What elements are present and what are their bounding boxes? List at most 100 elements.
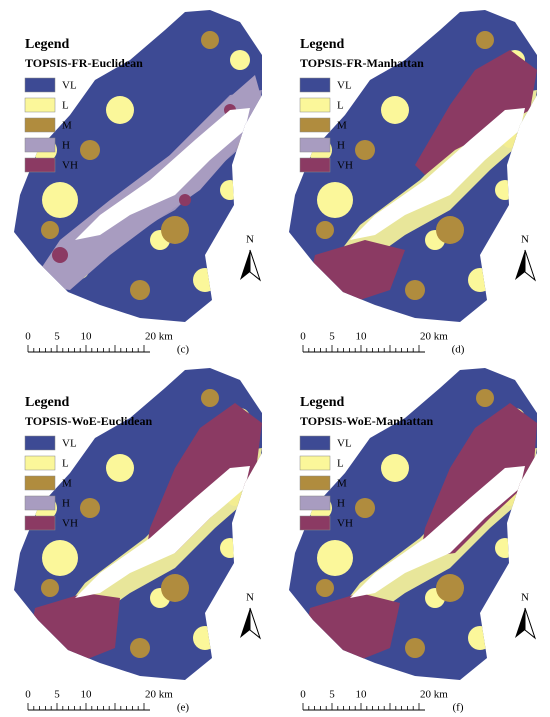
low-patch — [317, 540, 353, 576]
legend-swatch — [24, 137, 56, 153]
moderate-patch — [41, 579, 59, 597]
panel-label: (d) — [452, 344, 465, 356]
legend-label: H — [337, 140, 345, 152]
low-patch — [106, 96, 134, 124]
map-panel: Legend TOPSIS-FR-Euclidean VL LMH VH N 0 5 10 20 … — [14, 10, 262, 356]
legend-label: L — [62, 458, 69, 470]
moderate-patch — [80, 140, 100, 160]
low-patch — [230, 50, 250, 70]
legend-label: VH — [337, 160, 353, 172]
map-layers — [30, 31, 262, 300]
legend-swatch — [24, 475, 56, 491]
north-arrow-right — [524, 249, 537, 282]
scale-label: 10 — [356, 331, 368, 343]
north-arrow-left — [515, 250, 525, 280]
panel-label: (c) — [177, 344, 190, 356]
legend-swatch — [299, 77, 331, 93]
legend-title: TOPSIS-FR-Manhattan — [300, 56, 424, 70]
north-label: N — [521, 592, 529, 604]
scale-label: 0 — [25, 331, 31, 343]
low-patch — [381, 96, 409, 124]
north-label: N — [246, 234, 254, 246]
north-arrow-right — [249, 607, 262, 640]
legend-title: TOPSIS-WoE-Manhattan — [300, 414, 433, 428]
north-arrow-right — [249, 249, 262, 282]
legend-label: M — [337, 478, 347, 490]
moderate-patch — [436, 216, 464, 244]
legend-swatch — [299, 475, 331, 491]
map-panel: Legend TOPSIS-WoE-Euclidean VL LMH VH N 0 5 10 20… — [14, 368, 262, 714]
vh-spot — [179, 194, 191, 206]
low-patch — [495, 538, 515, 558]
legend-swatch — [24, 77, 56, 93]
panel-label: (f) — [453, 702, 464, 714]
map-layers — [305, 31, 537, 305]
scale-label: 10 — [356, 689, 368, 701]
scale-label: 0 — [300, 331, 306, 343]
legend-label: VL — [337, 80, 352, 92]
legend-label: M — [337, 120, 347, 132]
panel-label: (e) — [177, 702, 190, 714]
moderate-patch — [405, 638, 425, 658]
scale-label: 5 — [329, 689, 335, 701]
scale-label: 0 — [300, 689, 306, 701]
low-patch — [381, 454, 409, 482]
scale-label: 0 — [25, 689, 31, 701]
low-patch — [468, 626, 492, 650]
legend-heading: Legend — [25, 395, 70, 410]
lake — [75, 466, 250, 598]
map-panel: Legend TOPSIS-FR-Manhattan VL LMH VH N 0 5 10 20 … — [289, 10, 537, 356]
legend-label: VL — [62, 80, 77, 92]
lake — [350, 466, 525, 598]
moderate-patch — [161, 574, 189, 602]
legend-swatch — [24, 495, 56, 511]
moderate-patch — [405, 280, 425, 300]
legend-label: M — [62, 120, 72, 132]
legend-label: H — [337, 498, 345, 510]
low-patch — [193, 626, 217, 650]
moderate-patch — [130, 638, 150, 658]
scale-label: 20 km — [145, 331, 173, 343]
legend-label: L — [337, 100, 344, 112]
risk-zone — [415, 50, 537, 175]
scale-label: 5 — [329, 331, 335, 343]
legend-swatch — [24, 435, 56, 451]
legend-swatch — [299, 495, 331, 511]
moderate-patch — [80, 498, 100, 518]
legend-label: H — [62, 498, 70, 510]
moderate-patch — [41, 221, 59, 239]
vh-spot — [52, 247, 68, 263]
moderate-patch — [476, 389, 494, 407]
legend-heading: Legend — [300, 395, 345, 410]
lake — [75, 108, 250, 240]
legend-label: VH — [62, 160, 78, 172]
legend-swatch — [24, 117, 56, 133]
legend-label: VL — [62, 438, 77, 450]
moderate-patch — [201, 31, 219, 49]
legend-label: L — [337, 458, 344, 470]
low-patch — [193, 268, 217, 292]
legend-swatch — [299, 435, 331, 451]
moderate-patch — [355, 498, 375, 518]
scale-label: 20 km — [420, 331, 448, 343]
moderate-patch — [130, 280, 150, 300]
legend-swatch — [24, 97, 56, 113]
legend-swatch — [299, 455, 331, 471]
low-patch — [220, 180, 240, 200]
north-arrow-right — [524, 607, 537, 640]
legend-title: TOPSIS-FR-Euclidean — [25, 56, 143, 70]
legend-label: H — [62, 140, 70, 152]
low-patch — [468, 268, 492, 292]
map-layers — [25, 389, 262, 666]
legend-title: TOPSIS-WoE-Euclidean — [25, 414, 152, 428]
moderate-patch — [316, 221, 334, 239]
scale-label: 5 — [54, 331, 60, 343]
north-arrow-left — [515, 608, 525, 638]
scale-label: 10 — [81, 689, 93, 701]
legend-label: VH — [337, 518, 353, 530]
legend-swatch — [299, 137, 331, 153]
scale-label: 5 — [54, 689, 60, 701]
map-panel: Legend TOPSIS-WoE-Manhattan VL LMH VH N 0 5 10 20… — [289, 368, 537, 714]
north-label: N — [521, 234, 529, 246]
